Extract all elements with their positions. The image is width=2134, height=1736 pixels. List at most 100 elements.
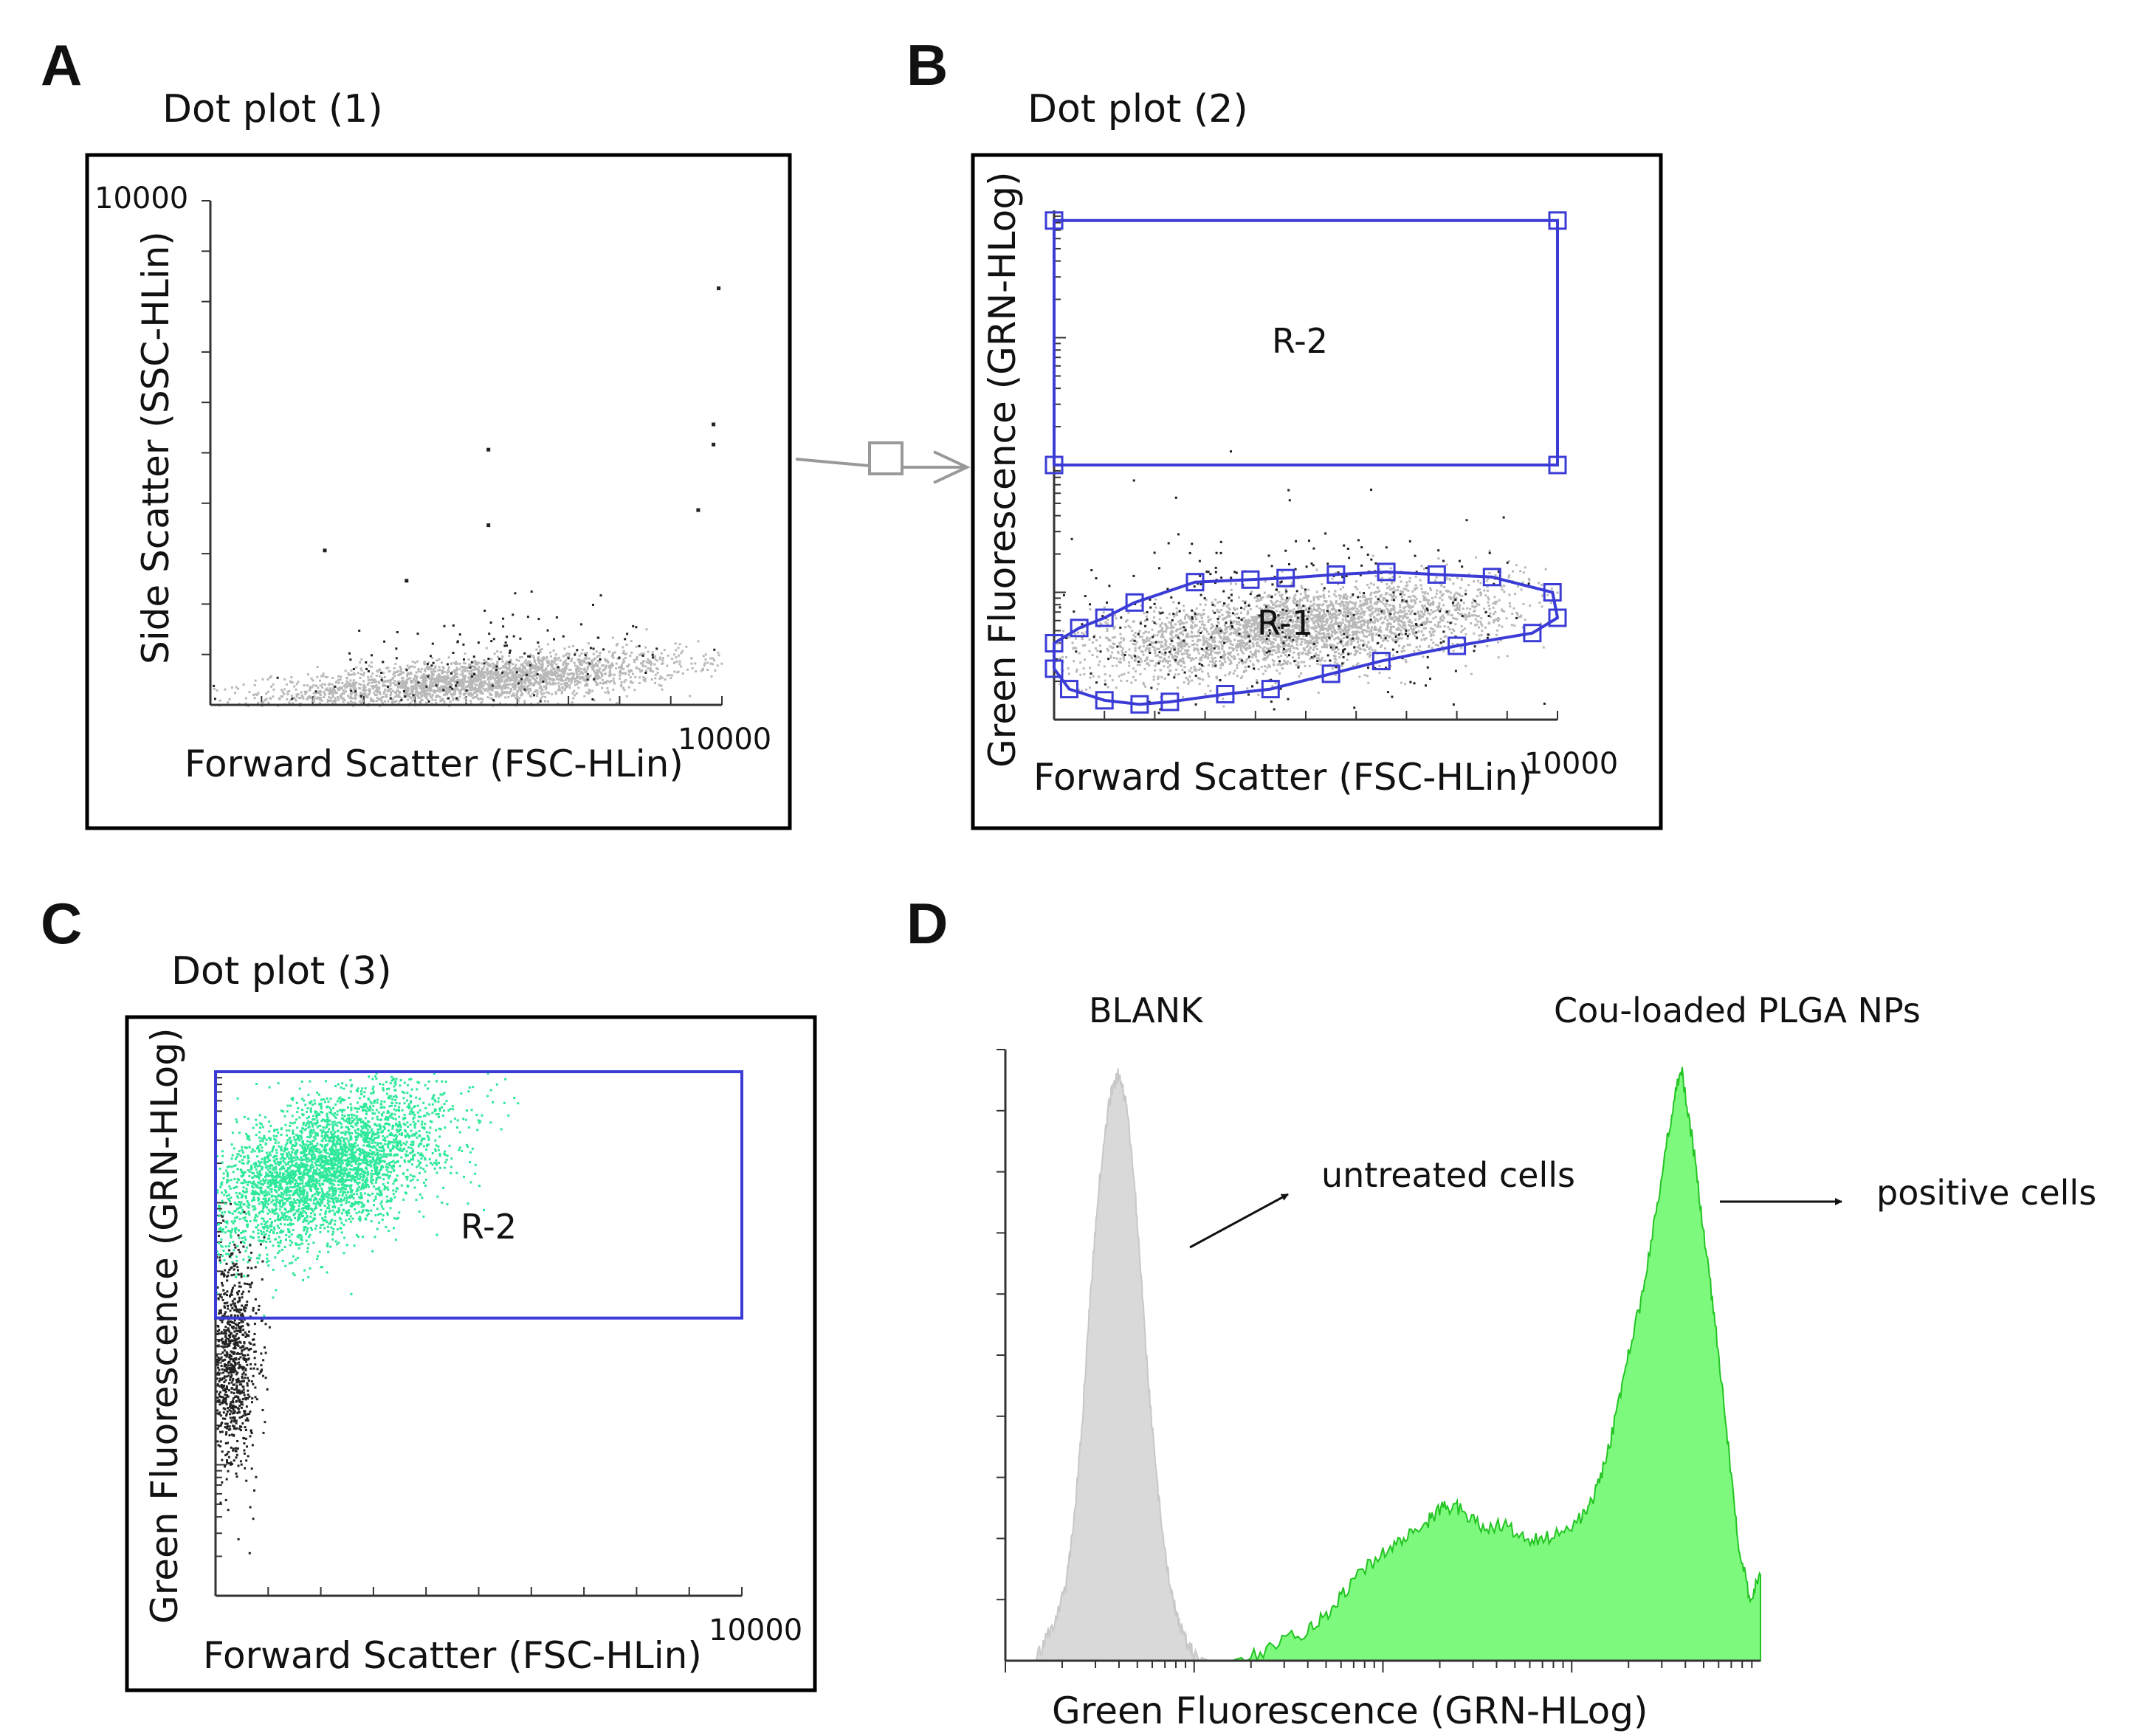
- event-point: [526, 689, 529, 691]
- event-point: [1207, 619, 1210, 621]
- event-point: [435, 701, 438, 704]
- event-point: [1251, 619, 1254, 621]
- event-point: [405, 687, 408, 690]
- event-point: [1386, 587, 1388, 590]
- event-point: [482, 667, 485, 670]
- event-point: [389, 694, 392, 697]
- event-point: [1351, 594, 1354, 597]
- event-point: [594, 681, 597, 683]
- event-point: [1249, 660, 1252, 663]
- event-point: [585, 675, 588, 678]
- event-point: [315, 684, 318, 687]
- event-point: [441, 681, 444, 683]
- event-point: [224, 688, 227, 691]
- event-point: [509, 687, 512, 690]
- event-point: [572, 644, 574, 647]
- event-point: [585, 674, 588, 677]
- event-point: [1194, 624, 1197, 627]
- event-point: [430, 672, 433, 675]
- event-point: [1475, 556, 1477, 559]
- event-point: [1088, 686, 1091, 689]
- event-point: [1336, 642, 1339, 645]
- event-point: [533, 659, 536, 662]
- event-point: [531, 676, 534, 678]
- event-point: [1259, 629, 1262, 632]
- event-point: [425, 687, 428, 689]
- event-point: [522, 672, 525, 675]
- event-point: [1338, 597, 1341, 600]
- event-point: [537, 665, 540, 668]
- event-point: [320, 675, 323, 678]
- event-point: [1269, 613, 1272, 616]
- event-point: [409, 666, 411, 668]
- event-point: [1383, 634, 1386, 637]
- event-point: [1163, 638, 1166, 641]
- event-point: [1117, 652, 1120, 655]
- event-point: [618, 656, 621, 659]
- event-point: [572, 675, 575, 678]
- event-point: [607, 664, 610, 667]
- event-point: [1173, 615, 1176, 618]
- event-point: [1211, 664, 1214, 666]
- event-point: [464, 652, 467, 655]
- event-point: [533, 694, 536, 697]
- event-point: [1326, 636, 1329, 638]
- event-point: [407, 689, 410, 692]
- event-point: [1462, 602, 1465, 604]
- event-point: [1172, 601, 1175, 604]
- event-point: [694, 662, 697, 665]
- event-point: [1346, 606, 1349, 609]
- event-point: [587, 692, 590, 695]
- outlier-point: [712, 422, 716, 427]
- event-point: [255, 693, 258, 696]
- event-point: [508, 668, 511, 671]
- event-point: [404, 686, 407, 689]
- event-point: [640, 662, 643, 665]
- event-point: [1296, 621, 1299, 624]
- event-point: [678, 663, 681, 666]
- event-point: [655, 647, 658, 650]
- event-point: [1344, 601, 1347, 604]
- event-point: [499, 702, 502, 705]
- event-point: [717, 654, 720, 657]
- event-point: [534, 679, 537, 682]
- event-point: [393, 675, 396, 678]
- event-point: [493, 673, 496, 676]
- event-point: [1478, 638, 1481, 641]
- event-point: [390, 687, 393, 690]
- event-point: [1140, 660, 1143, 663]
- event-point: [424, 692, 427, 695]
- event-point: [444, 691, 447, 694]
- event-point: [371, 681, 374, 684]
- event-point: [1324, 659, 1326, 662]
- event-point: [464, 666, 467, 669]
- event-point: [1131, 638, 1134, 641]
- plot-frame-b: [971, 153, 1663, 830]
- event-point: [596, 675, 599, 678]
- event-point: [616, 657, 619, 660]
- event-point: [1424, 604, 1426, 607]
- event-point: [1157, 631, 1160, 634]
- event-point: [519, 681, 522, 684]
- event-point: [534, 678, 536, 681]
- event-point: [549, 651, 551, 654]
- event-point: [475, 663, 477, 666]
- event-point: [550, 673, 553, 676]
- event-point: [354, 687, 357, 690]
- event-point: [574, 652, 576, 655]
- event-point: [452, 697, 455, 700]
- event-point: [1408, 621, 1411, 623]
- event-point: [1422, 634, 1425, 637]
- event-point: [523, 679, 526, 682]
- event-point: [438, 658, 441, 661]
- event-point: [1176, 613, 1179, 616]
- event-point: [306, 698, 309, 700]
- event-point: [1423, 596, 1425, 599]
- event-point: [503, 683, 506, 686]
- event-point: [407, 693, 410, 696]
- event-point: [292, 696, 295, 699]
- event-point: [1175, 668, 1178, 671]
- event-point: [429, 689, 432, 692]
- event-point: [608, 671, 611, 674]
- event-point: [465, 700, 467, 703]
